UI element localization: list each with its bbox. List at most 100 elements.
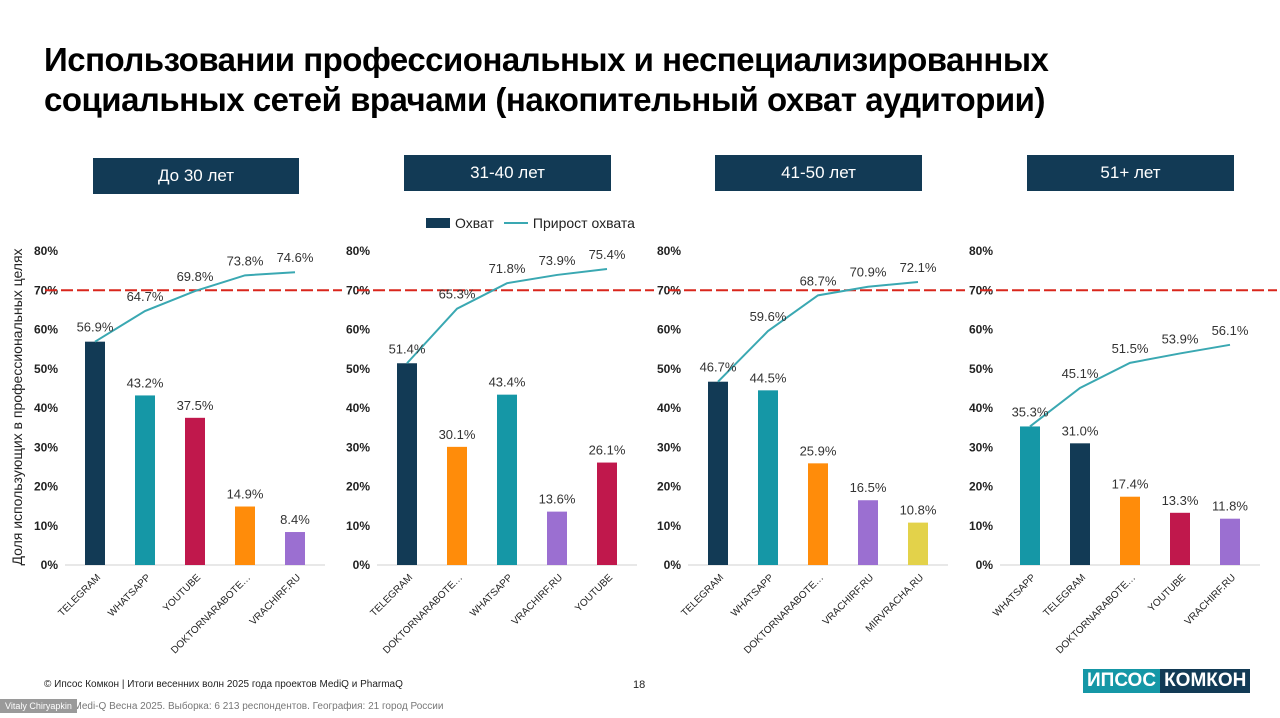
bar-value-label: 31.0% [1062,423,1099,438]
category-label: TELEGRAM [56,572,103,619]
y-tick-label: 10% [346,519,370,533]
y-tick-label: 0% [41,558,59,572]
line-value-label: 51.4% [389,341,426,356]
category-label: VRACHIRF.RU [510,572,565,627]
bar [1170,512,1190,565]
bar [908,522,928,565]
bar [135,395,155,565]
y-tick-label: 20% [657,480,681,494]
category-label: WHATSAPP [468,572,515,619]
category-label: WHATSAPP [991,572,1038,619]
category-label: VRACHIRF.RU [1183,572,1238,627]
y-tick-label: 0% [353,558,371,572]
bar-value-label: 26.1% [589,443,626,458]
y-tick-label: 20% [34,480,58,494]
cumulative-line [1029,343,1231,428]
group-header-3: 51+ лет [1027,155,1234,191]
bar-value-label: 30.1% [439,427,476,442]
bar [547,511,567,565]
category-label: YOUTUBE [573,572,615,614]
group-header-0: До 30 лет [93,158,299,194]
legend-bar-swatch [426,218,450,228]
y-tick-label: 30% [969,440,993,454]
y-tick-label: 10% [969,519,993,533]
bar [758,390,778,565]
bar-value-label: 17.4% [1112,477,1149,492]
line-value-label: 56.1% [1212,323,1249,338]
bar-value-label: 14.9% [227,487,264,502]
y-tick-label: 0% [664,558,682,572]
y-tick-label: 40% [969,401,993,415]
line-value-label: 53.9% [1162,331,1199,346]
chart-legend: Охват Прирост охвата [426,215,635,231]
bar [708,381,728,565]
line-value-label: 72.1% [900,260,937,275]
y-tick-label: 20% [969,480,993,494]
bar-value-label: 43.4% [489,375,526,390]
line-value-label: 46.7% [700,360,737,375]
bar [1070,443,1090,565]
presenter-name: Vitaly Chiryapkin [0,699,77,713]
y-tick-label: 80% [657,244,681,258]
y-tick-label: 50% [657,362,681,376]
line-value-label: 68.7% [800,273,837,288]
y-tick-label: 60% [657,323,681,337]
page-number: 18 [633,679,646,691]
line-value-label: 75.4% [589,247,626,262]
line-value-label: 56.9% [77,320,114,335]
y-tick-label: 0% [976,558,994,572]
line-value-label: 59.6% [750,309,787,324]
y-tick-label: 60% [346,323,370,337]
category-label: WHATSAPP [106,572,153,619]
bar [397,363,417,565]
logo-left: ИПСОС [1083,669,1161,693]
bar [85,341,105,565]
y-tick-label: 50% [34,362,58,376]
line-value-label: 64.7% [127,289,164,304]
bar-value-label: 10.8% [900,503,937,518]
line-value-label: 71.8% [489,261,526,276]
bar-value-label: 13.6% [539,492,576,507]
cumulative-line [406,268,608,364]
y-tick-label: 10% [34,519,58,533]
y-tick-label: 30% [657,440,681,454]
y-tick-label: 30% [34,440,58,454]
line-value-label: 70.9% [850,265,887,280]
line-value-label: 74.6% [277,250,314,265]
legend-bar-label: Охват [455,215,494,231]
category-label: TELEGRAM [368,572,415,619]
bar [808,463,828,565]
category-label: YOUTUBE [1146,572,1188,614]
bar [1120,496,1140,565]
bar [497,394,517,565]
y-tick-label: 20% [346,480,370,494]
y-tick-label: 30% [346,440,370,454]
bar [597,462,617,565]
y-tick-label: 50% [969,362,993,376]
category-label: VRACHIRF.RU [248,572,303,627]
y-tick-label: 40% [657,401,681,415]
bar-value-label: 37.5% [177,398,214,413]
category-label: YOUTUBE [161,572,203,614]
category-label: TELEGRAM [679,572,726,619]
cumulative-line [717,281,919,383]
bar [1220,518,1240,565]
category-label: TELEGRAM [1041,572,1088,619]
bar-value-label: 43.2% [127,375,164,390]
group-header-1: 31-40 лет [404,155,611,191]
y-tick-label: 50% [346,362,370,376]
y-tick-label: 60% [34,323,58,337]
category-label: WHATSAPP [729,572,776,619]
line-value-label: 69.8% [177,269,214,284]
bar-value-label: 44.5% [750,370,787,385]
bar [447,446,467,565]
y-tick-label: 80% [34,244,58,258]
y-tick-label: 80% [969,244,993,258]
line-value-label: 73.8% [227,253,264,268]
line-value-label: 65.3% [439,287,476,302]
y-tick-label: 10% [657,519,681,533]
bar [235,506,255,565]
cumulative-line [94,271,296,343]
category-label: VRACHIRF.RU [821,572,876,627]
